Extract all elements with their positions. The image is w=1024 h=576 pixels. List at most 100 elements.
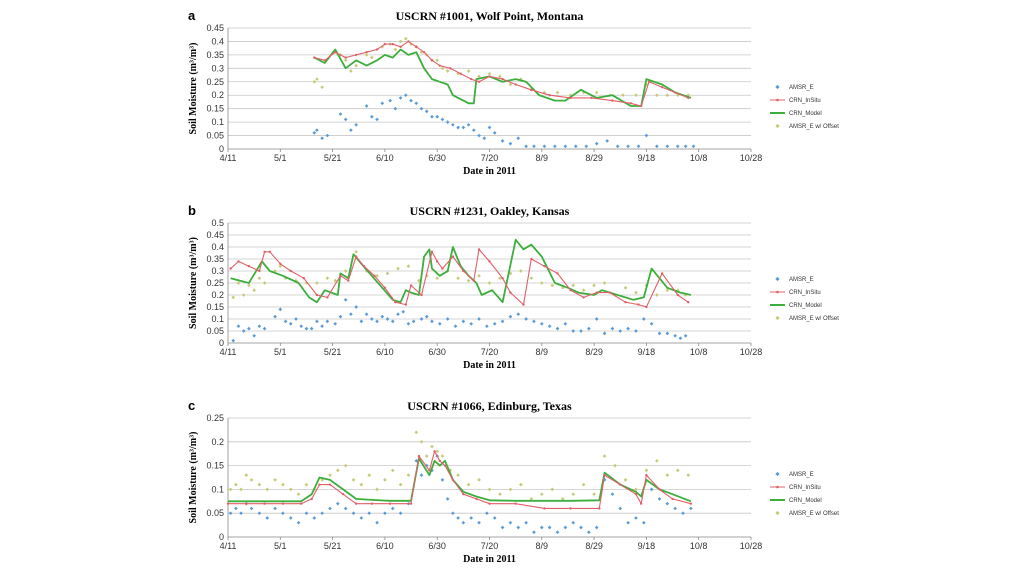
data-point <box>406 264 411 269</box>
data-point <box>393 47 398 52</box>
data-point <box>461 125 466 130</box>
data-point <box>229 267 232 270</box>
data-point <box>514 83 517 86</box>
data-point <box>539 525 544 530</box>
data-point <box>508 141 513 146</box>
data-point <box>234 482 238 487</box>
data-point <box>639 104 643 108</box>
y-tick-label: 0.2 <box>211 437 224 447</box>
x-tick-label: 5/1 <box>274 541 287 551</box>
data-point <box>304 482 309 487</box>
data-point <box>485 324 489 329</box>
legend-label: AMSR_E <box>789 277 814 283</box>
data-point <box>430 444 434 449</box>
x-axis-label: Date in 2011 <box>463 166 516 177</box>
data-point <box>524 520 528 525</box>
legend-label: AMSR_E <box>789 85 814 91</box>
data-point <box>263 250 266 253</box>
data-point <box>325 276 330 281</box>
data-point <box>445 69 450 73</box>
data-point <box>273 314 277 319</box>
y-tick-label: 0.5 <box>211 218 224 228</box>
data-point <box>422 51 426 54</box>
data-point <box>615 144 620 149</box>
chart-panel-c: c USCRN #1066, Edinburg, Texas 0 0.05 0.1 0.1… <box>188 398 839 565</box>
data-point <box>310 497 313 501</box>
data-point <box>403 36 408 41</box>
data-point <box>343 117 348 122</box>
data-point <box>579 329 583 333</box>
data-point <box>241 329 246 333</box>
data-point <box>501 77 504 81</box>
data-point <box>492 321 497 326</box>
data-point <box>236 324 241 329</box>
data-point <box>263 502 266 505</box>
data-point <box>326 296 329 299</box>
data-point <box>354 255 358 258</box>
data-point <box>445 120 450 124</box>
data-point <box>516 136 521 141</box>
data-point <box>466 122 471 127</box>
data-point <box>241 293 246 297</box>
data-point <box>419 317 424 321</box>
data-point <box>611 99 614 102</box>
data-point <box>424 109 429 114</box>
data-point <box>388 502 392 505</box>
series-amsr-e <box>312 93 696 149</box>
data-point <box>598 507 601 510</box>
data-point <box>315 281 319 285</box>
data-point <box>456 276 460 281</box>
series-line <box>313 48 692 107</box>
data-point <box>453 324 458 329</box>
data-point <box>430 114 434 119</box>
data-point <box>385 317 390 321</box>
data-point <box>673 333 678 338</box>
data-point <box>477 273 481 278</box>
x-tick-label: 4/11 <box>220 541 237 551</box>
data-point <box>252 288 256 293</box>
data-point <box>469 516 474 520</box>
data-point <box>665 331 670 336</box>
data-point <box>519 482 523 487</box>
data-point <box>343 58 348 63</box>
data-point <box>639 502 643 505</box>
data-point <box>370 502 374 505</box>
data-point <box>485 511 489 516</box>
data-point <box>592 492 596 496</box>
data-point <box>440 117 445 122</box>
data-point <box>532 144 536 149</box>
x-tick-label: 6/30 <box>428 541 446 551</box>
legend-label: CRN_InSitu <box>789 290 821 296</box>
series-amsr-e <box>228 454 693 535</box>
data-point <box>582 296 585 299</box>
data-point <box>440 66 445 71</box>
y-tick-label: 0.2 <box>211 290 224 300</box>
data-point <box>365 51 368 54</box>
data-point <box>228 487 233 492</box>
data-point <box>482 136 487 141</box>
legend: AMSR_E CRN_InSitu CRN_Model AMSR_E w/ Offse… <box>770 276 839 322</box>
data-point <box>362 265 366 268</box>
data-point <box>634 487 638 492</box>
y-tick-label: 0.4 <box>211 242 224 252</box>
legend-label: AMSR_E w/ Offset <box>789 124 839 130</box>
data-point <box>472 279 476 282</box>
data-point <box>477 478 481 482</box>
chart-panel-a: a USCRN #1001, Wolf Point, Montana 0 0.05 0.… <box>188 8 839 177</box>
data-point <box>660 272 664 275</box>
data-point <box>529 276 534 281</box>
data-point <box>605 139 610 143</box>
data-point <box>624 301 627 304</box>
data-point <box>438 64 442 67</box>
data-point <box>477 80 481 83</box>
data-point <box>398 96 403 100</box>
data-point <box>349 312 353 317</box>
x-tick-label: 6/10 <box>376 541 394 551</box>
data-point <box>414 459 419 463</box>
data-point <box>571 520 576 525</box>
data-point <box>369 317 374 321</box>
data-point <box>343 506 348 511</box>
data-point <box>590 96 593 100</box>
x-tick-label: 8/29 <box>585 153 603 163</box>
data-point <box>262 326 267 331</box>
